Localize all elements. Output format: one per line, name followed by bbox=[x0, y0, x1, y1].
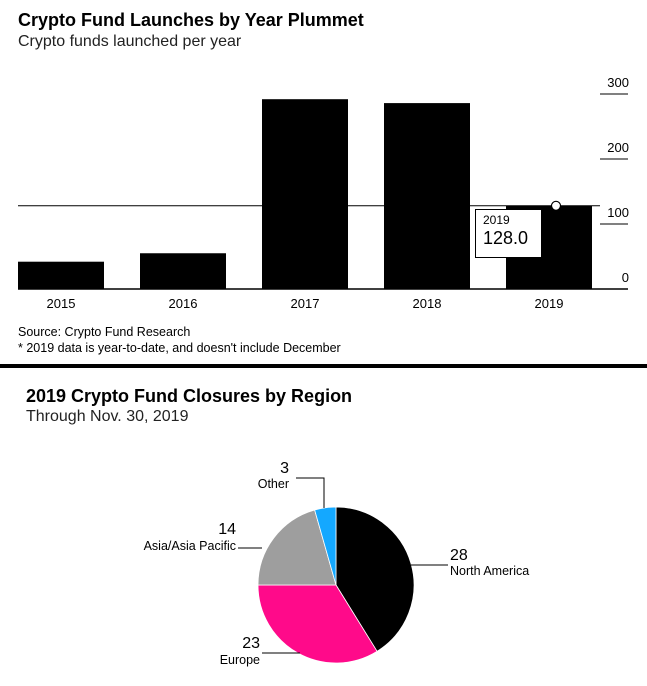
y-tick-label: 200 bbox=[607, 140, 629, 155]
tooltip-year: 2019 bbox=[483, 213, 510, 227]
slice-name-label: North America bbox=[450, 564, 529, 578]
leader-line bbox=[296, 477, 325, 508]
footnote: * 2019 data is year-to-date, and doesn't… bbox=[18, 341, 341, 355]
pie-slice bbox=[335, 506, 415, 652]
chart-subtitle: Through Nov. 30, 2019 bbox=[26, 408, 189, 425]
chart-subtitle: Crypto funds launched per year bbox=[18, 33, 242, 50]
x-tick-label: 2018 bbox=[413, 296, 442, 311]
tooltip-value: 128.0 bbox=[483, 228, 529, 248]
slice-value-label: 28 bbox=[450, 547, 468, 564]
chart-title: 2019 Crypto Fund Closures by Region bbox=[26, 386, 353, 406]
value-tooltip: 2019 128.0 bbox=[475, 209, 542, 258]
pie-slice bbox=[314, 506, 337, 586]
source-note: Source: Crypto Fund Research bbox=[18, 325, 191, 339]
pie-slice bbox=[257, 509, 337, 586]
slice-name-label: Europe bbox=[220, 653, 260, 667]
bar bbox=[262, 99, 348, 289]
chart-title: Crypto Fund Launches by Year Plummet bbox=[18, 10, 364, 30]
x-tick-label: 2015 bbox=[47, 296, 76, 311]
slice-value-label: 14 bbox=[218, 521, 236, 538]
highlight-marker bbox=[550, 200, 562, 211]
bar bbox=[18, 261, 104, 289]
slice-value-label: 3 bbox=[280, 460, 289, 477]
bar bbox=[140, 253, 226, 289]
y-tick-label: 300 bbox=[607, 75, 629, 90]
section-divider bbox=[0, 364, 647, 368]
x-tick-label: 2016 bbox=[169, 296, 198, 311]
bar-chart: 2015 2016 2017 2018 2019 300 200 100 0 bbox=[18, 75, 629, 311]
slice-name-label: Asia/Asia Pacific bbox=[144, 539, 236, 553]
bar bbox=[384, 103, 470, 289]
slice-name-label: Other bbox=[258, 477, 289, 491]
y-tick-label: 0 bbox=[622, 270, 629, 285]
x-tick-label: 2017 bbox=[291, 296, 320, 311]
x-tick-label: 2019 bbox=[535, 296, 564, 311]
slice-value-label: 23 bbox=[242, 635, 260, 652]
y-tick-label: 100 bbox=[607, 205, 629, 220]
